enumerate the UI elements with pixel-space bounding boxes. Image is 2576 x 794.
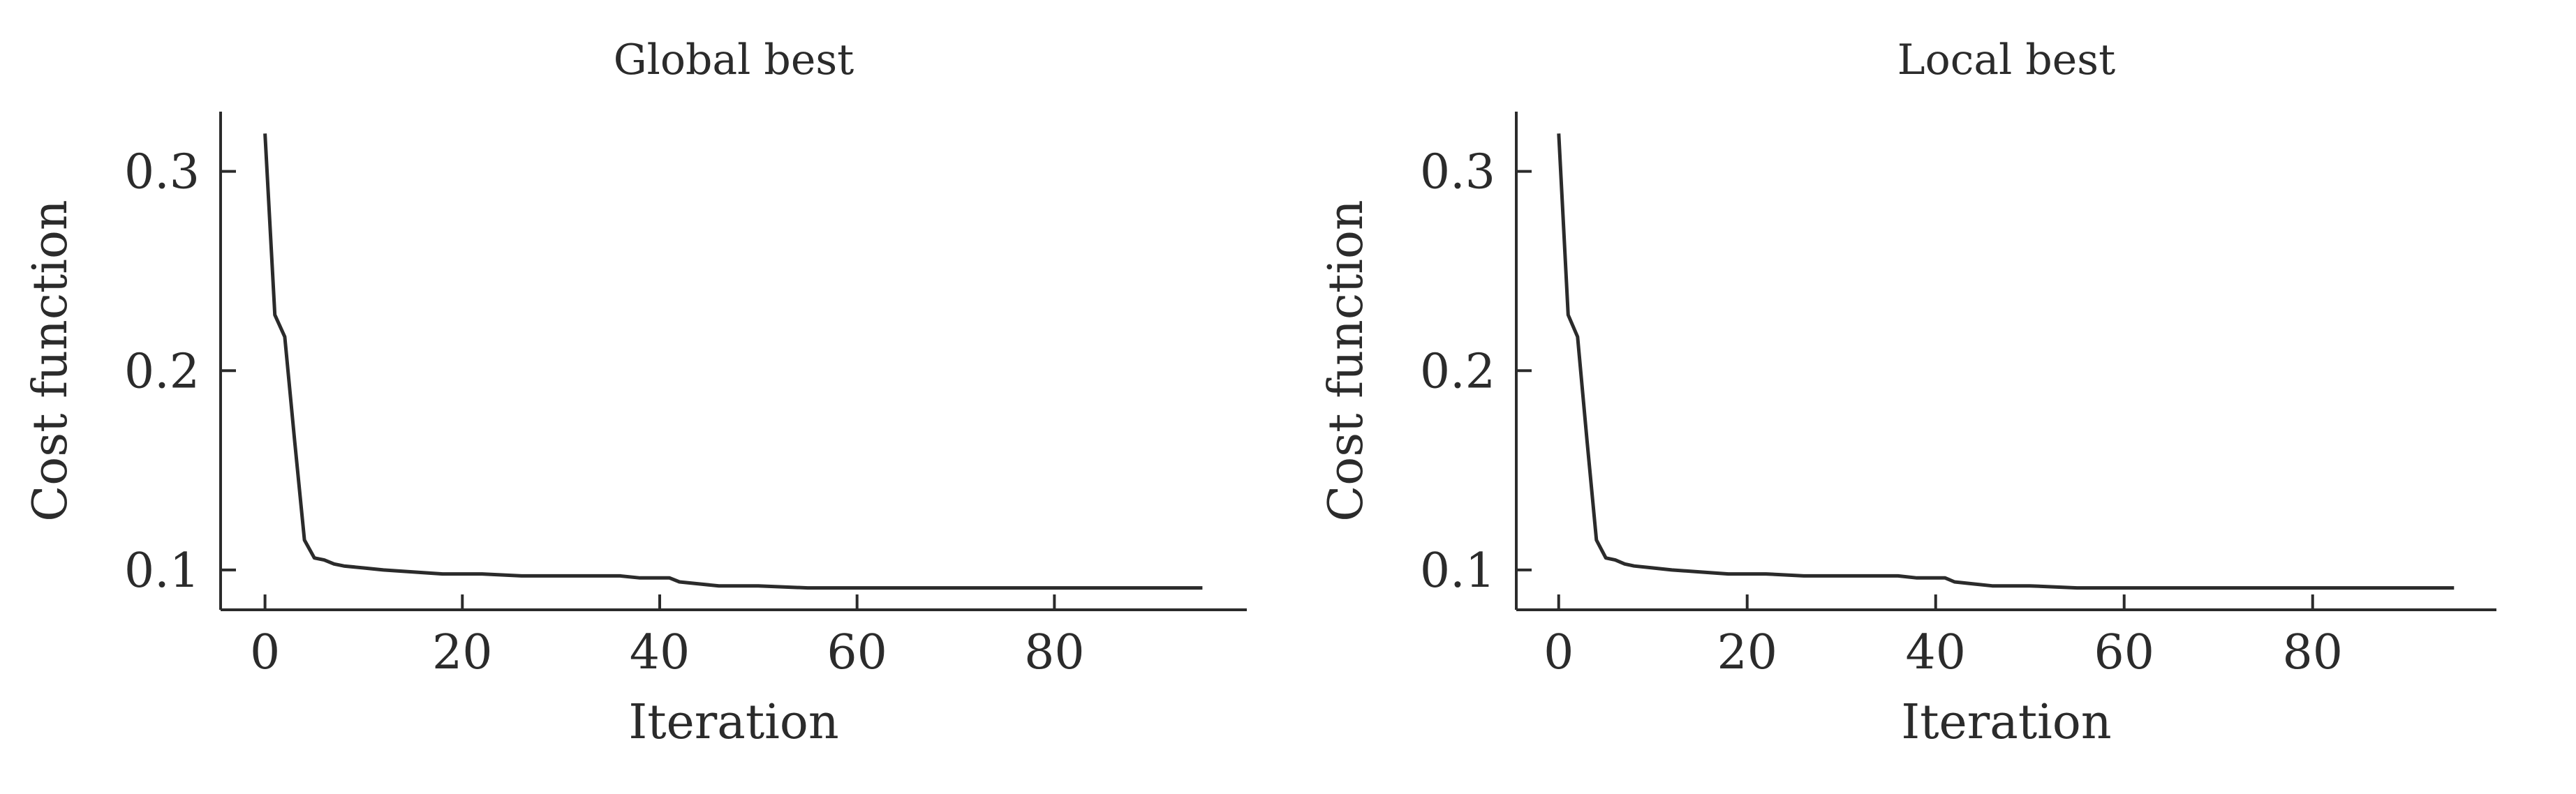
subplot-2: Local best 0 20 40 60 80 0.1 0.2 0.3 Iteration Cos… — [1319, 36, 2496, 750]
x-tick-label: 0 — [250, 625, 280, 680]
x-axis-label: Iteration — [628, 695, 838, 750]
y-tick-label: 0.3 — [1420, 145, 1495, 200]
y-tick-label: 0.1 — [124, 544, 200, 599]
x-tick-label: 40 — [630, 625, 690, 680]
x-tick-label: 20 — [1717, 625, 1777, 680]
y-tick-label: 0.3 — [124, 145, 200, 200]
chart-title: Global best — [614, 36, 854, 84]
y-axis-label: Cost function — [23, 200, 78, 521]
x-tick-label: 60 — [827, 625, 887, 680]
x-tick-label: 20 — [432, 625, 493, 680]
x-axis-label: Iteration — [1901, 695, 2111, 750]
y-tick-label: 0.1 — [1420, 544, 1495, 599]
y-tick-label: 0.2 — [1420, 344, 1495, 399]
x-tick-label: 0 — [1544, 625, 1574, 680]
series-line — [263, 133, 1203, 590]
x-tick-label: 40 — [1905, 625, 1966, 680]
series-line — [1557, 133, 2455, 590]
y-axis-label: Cost function — [1319, 200, 1374, 521]
x-tick-label: 80 — [2282, 625, 2343, 680]
subplot-1: Global best 0 20 40 60 80 0.1 0.2 0.3 Iteration Co… — [23, 36, 1247, 750]
x-tick-label: 80 — [1024, 625, 1085, 680]
x-tick-label: 60 — [2094, 625, 2154, 680]
chart-title: Local best — [1897, 36, 2115, 84]
y-tick-label: 0.2 — [124, 344, 200, 399]
